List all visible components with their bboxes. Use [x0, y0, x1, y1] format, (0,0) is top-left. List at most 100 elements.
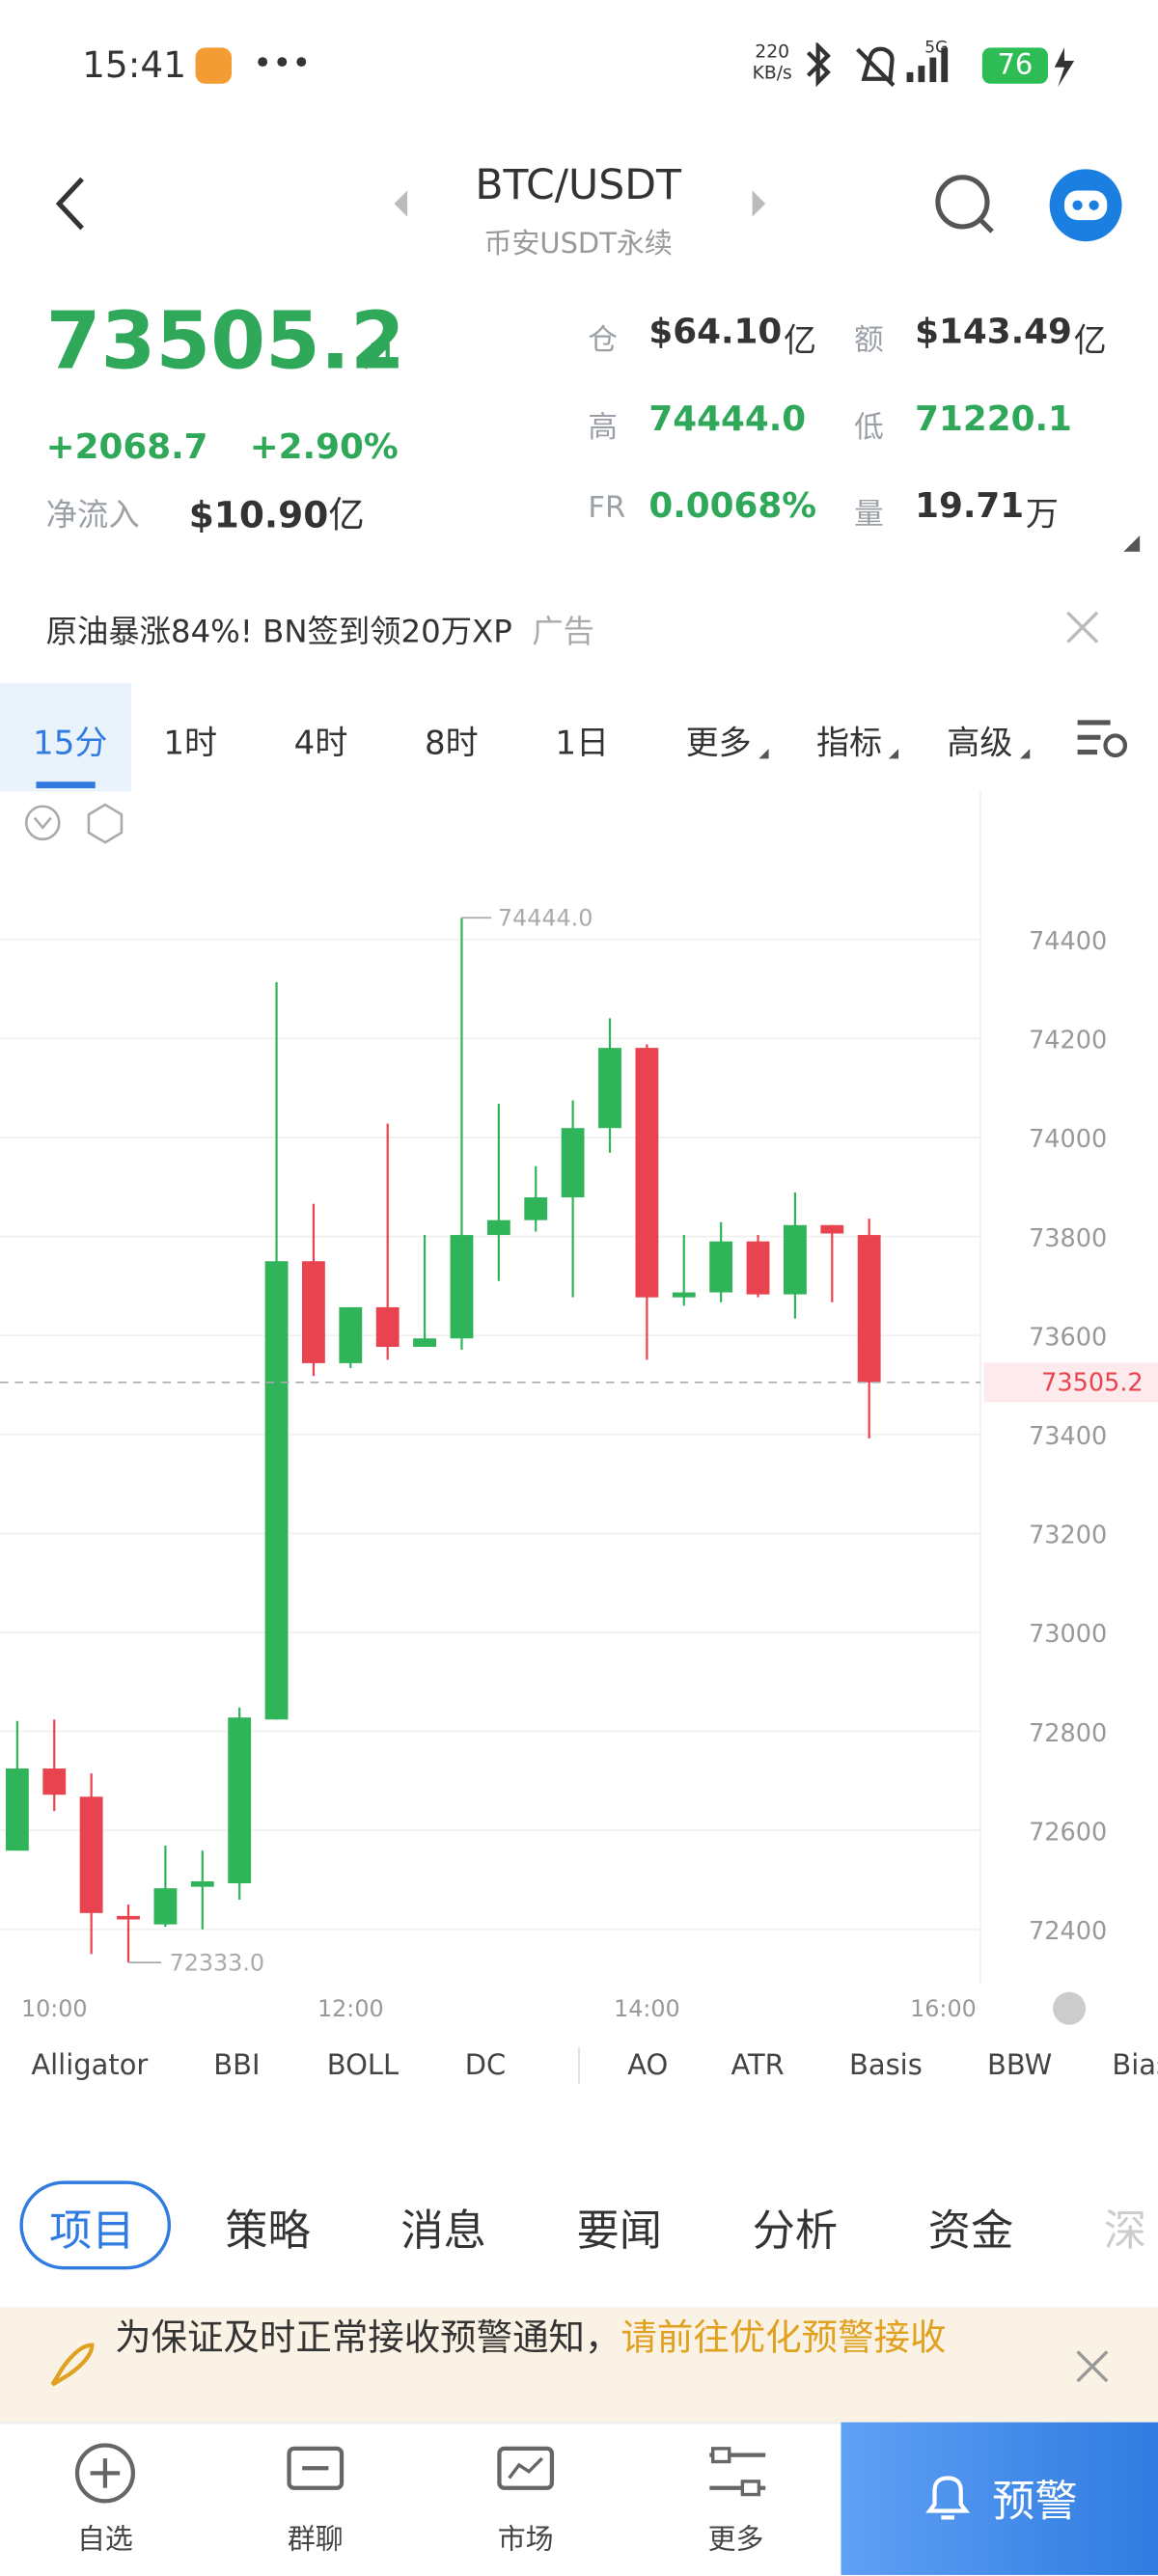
news-tab[interactable]: 项目	[49, 2206, 135, 2257]
notice-link[interactable]: 请前往优化预警接收	[620, 2318, 947, 2360]
indicator[interactable]: ATR	[731, 2049, 785, 2083]
news-tabs: 项目 策略 消息 要闻 分析 资金 深	[19, 2180, 1147, 2270]
stat-unit: 万	[1025, 494, 1059, 534]
net-inflow-unit: 亿	[328, 496, 365, 537]
nav-item[interactable]: 自选	[77, 2524, 133, 2558]
candle-body	[635, 1048, 659, 1298]
candle-body	[561, 1128, 585, 1198]
collapse-icon[interactable]	[24, 805, 61, 841]
indicator[interactable]: BBI	[213, 2049, 261, 2083]
interval-tab[interactable]: 更多	[685, 722, 752, 762]
news-tab[interactable]: 资金	[927, 2206, 1014, 2257]
stat-value: 0.0068%	[648, 485, 817, 526]
news-tab[interactable]: 深	[1103, 2206, 1147, 2257]
stat-unit: 亿	[783, 319, 817, 360]
net-inflow-label: 净流入	[45, 497, 140, 534]
change: +2068.7	[45, 426, 208, 467]
indicator[interactable]: Bias	[1112, 2049, 1158, 2083]
bell-icon	[925, 2476, 971, 2520]
news-tab[interactable]: 消息	[400, 2206, 486, 2257]
active-interval-bg	[0, 683, 132, 792]
indicator-list: Alligator BBI BOLL DC AO ATR Basis BBW Bias	[0, 2037, 1158, 2102]
indicator[interactable]: BBW	[986, 2049, 1053, 2083]
stat-value: $64.10	[648, 312, 783, 352]
indicator[interactable]: Alligator	[31, 2049, 149, 2083]
up-arrow	[363, 343, 390, 370]
candle-body	[5, 1768, 29, 1851]
active-interval-bar	[36, 781, 96, 789]
ad-tag: 广告	[532, 614, 595, 651]
notice-bar	[0, 2307, 1158, 2423]
candle-body	[79, 1796, 103, 1913]
news-tab[interactable]: 要闻	[576, 2206, 662, 2257]
speed: 220	[755, 41, 790, 63]
notice-text: 为保证及时正常接收预警通知，请前往优化预警接收	[115, 2316, 1018, 2365]
nav-item[interactable]: 更多	[707, 2524, 764, 2558]
high-marker-label: 74444.0	[498, 905, 593, 932]
ad-message: 原油暴涨84%! BN签到领20万XP	[45, 614, 512, 651]
network: 5G	[924, 39, 949, 58]
y-tick-label: 72800	[1029, 1719, 1107, 1748]
pair-title: BTC/USDT	[475, 160, 681, 209]
x-tick-label: 12:00	[317, 1995, 384, 2022]
nav-icons	[74, 2443, 766, 2504]
interval-tab[interactable]: 高级	[947, 722, 1013, 762]
back-button[interactable]	[49, 173, 98, 238]
clock: 15:41	[82, 45, 187, 88]
indicator[interactable]: BOLL	[326, 2049, 400, 2083]
candle-body	[153, 1888, 178, 1925]
notice-close[interactable]	[1074, 2348, 1110, 2384]
collapse-chevron	[33, 816, 52, 830]
indicator[interactable]: AO	[627, 2049, 669, 2083]
interval-tab[interactable]: 指标	[815, 722, 883, 762]
indicator[interactable]: Basis	[849, 2049, 923, 2083]
net-speed: 220 KB/s	[753, 41, 792, 84]
nav-item[interactable]: 市场	[497, 2524, 554, 2558]
ad-close[interactable]	[1064, 609, 1100, 644]
candle-body	[190, 1880, 214, 1887]
candlestick-chart: 72400 72600 72800 73000 73200 73400 73600 73800…	[0, 791, 1158, 2025]
candle-body	[228, 1717, 252, 1884]
last-price-label: 73505.2	[1041, 1368, 1144, 1397]
interval-tab[interactable]: 1日	[555, 722, 610, 762]
last-price-box	[983, 1362, 1158, 1403]
candle-body	[746, 1241, 770, 1295]
x-tick-label: 14:00	[614, 1995, 680, 2022]
candle-body	[117, 1915, 140, 1920]
indicator[interactable]: DC	[464, 2049, 507, 2083]
stat-unit: 亿	[1073, 319, 1107, 360]
news-tab[interactable]: 分析	[752, 2206, 839, 2257]
candle-body	[42, 1768, 67, 1795]
nav-item[interactable]: 群聊	[287, 2524, 344, 2558]
pair-arrows[interactable]	[388, 190, 776, 217]
stat-label: FR	[588, 490, 626, 526]
candle-body	[784, 1224, 807, 1295]
interval-tab[interactable]: 8时	[425, 722, 479, 762]
candle-body	[598, 1048, 621, 1129]
interval-tab[interactable]: 15分	[33, 722, 108, 762]
interval-tab[interactable]: 4时	[293, 722, 348, 762]
candle-body	[264, 1261, 289, 1720]
settings-icon[interactable]	[87, 803, 124, 844]
stat-label: 低	[854, 410, 884, 446]
interval-tab[interactable]: 1时	[163, 722, 218, 762]
alert-label[interactable]: 预警	[992, 2478, 1078, 2528]
search-button[interactable]	[929, 169, 1002, 241]
candle-body	[857, 1235, 881, 1383]
scroll-latest[interactable]	[1053, 1991, 1087, 2025]
status-icons	[806, 42, 1075, 88]
expand-corner[interactable]	[1123, 534, 1141, 552]
candle-body	[413, 1338, 437, 1347]
avatar[interactable]	[1048, 168, 1123, 243]
alert-button[interactable]	[841, 2422, 1158, 2575]
active-news-tab[interactable]	[19, 2180, 172, 2270]
dropdown-corner	[1019, 749, 1030, 759]
stat-label: 高	[588, 410, 619, 446]
news-tab[interactable]: 策略	[225, 2206, 311, 2257]
candle-body	[524, 1197, 548, 1220]
candle-body	[375, 1306, 400, 1347]
chart-settings[interactable]	[1074, 713, 1133, 765]
candle-body	[820, 1224, 844, 1234]
ad-banner[interactable]	[0, 567, 1158, 684]
